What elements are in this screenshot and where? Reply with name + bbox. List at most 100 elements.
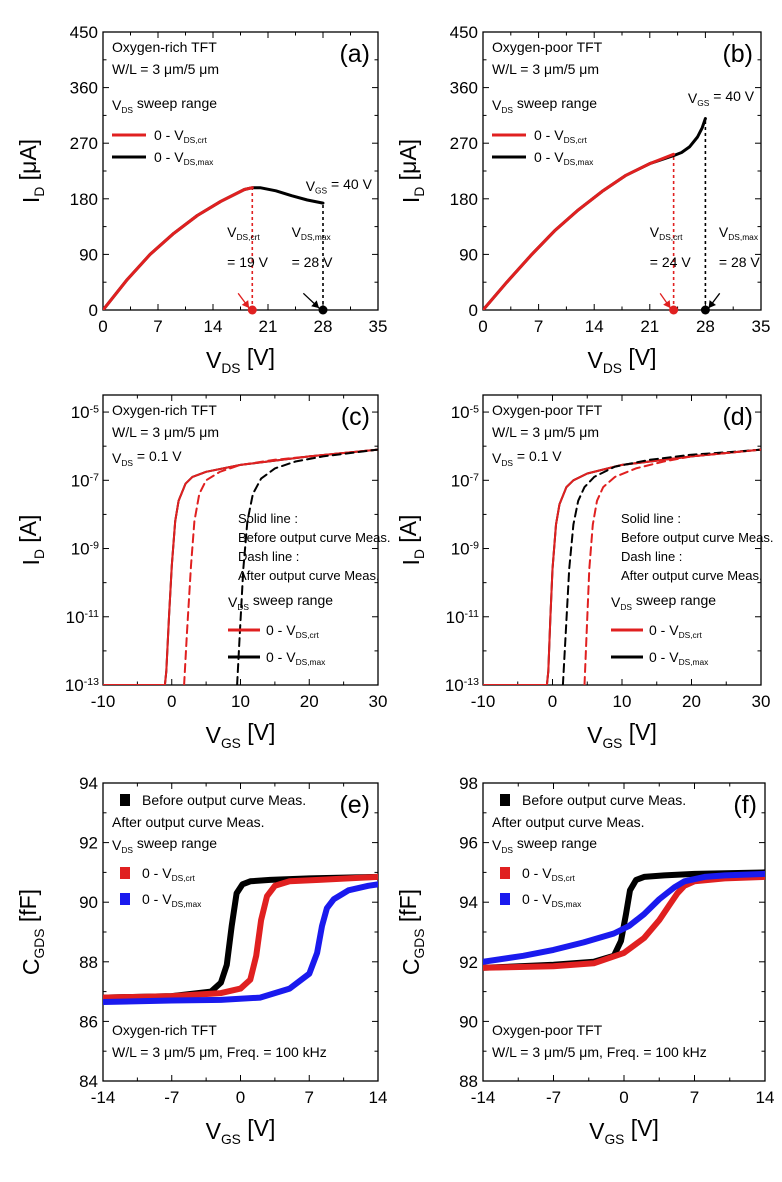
panel-a: 0 7 14 21 28 35 0 90 180 270 360 450 VDS [V] ID [μA] V… [15,23,388,376]
legend-label: 0 - VDS,max [534,149,594,167]
legend-label: 0 - VDS,max [154,149,214,167]
info-text: W/L = 3 μm/5 μm [492,61,599,77]
annotation: = 19 V [227,254,269,270]
x-axis-label: VGS [V] [206,1115,276,1147]
x-tick-label: 28 [696,317,715,336]
info-text: Oxygen-poor TFT [492,402,603,418]
panel-e: -14 -7 0 7 14 84 86 88 90 92 94 VGS [V] CGDS [fF] (e)… [15,774,388,1147]
note-text: After output curve Meas. [621,568,763,583]
annotation: = 28 V [719,254,761,270]
y-tick-label: 10-7 [71,471,99,490]
info-text: Oxygen-rich TFT [112,1022,217,1038]
panel-f: -14 -7 0 7 14 88 90 92 94 96 98 VGS [V] CGDS [fF] (f)… [395,774,775,1147]
x-tick-label: 0 [548,692,557,711]
y-axis-label: ID [μA] [15,139,47,203]
note-text: Solid line : [238,511,298,526]
x-tick-label: 7 [690,1088,699,1107]
note-text: After output curve Meas. [238,568,380,583]
y-tick-label: 92 [459,953,478,972]
x-tick-label: -10 [91,692,116,711]
y-tick-label: 450 [450,23,478,42]
data-marker [318,305,328,315]
y-axis-label: ID [A] [15,515,47,566]
y-tick-label: 180 [70,190,98,209]
legend-label: 0 - VDS,max [649,649,709,667]
data-marker [700,305,710,315]
x-axis-label: VGS [V] [206,719,276,751]
y-tick-label: 450 [70,23,98,42]
panel-label: (c) [341,403,370,431]
y-tick-label: 92 [79,834,98,853]
legend-title: VDS sweep range [492,835,597,855]
y-axis-label: ID [A] [395,515,427,566]
legend-swatch [120,867,130,879]
y-tick-label: 90 [79,893,98,912]
x-axis-label: VDS [V] [587,344,656,376]
annotation: VDS,crt [227,224,260,242]
series-line [236,448,378,685]
note-text: Before output curve Meas. [238,530,390,545]
x-tick-label: 7 [153,317,162,336]
y-tick-label: 270 [450,134,478,153]
series-line [561,448,761,685]
x-tick-label: 35 [752,317,771,336]
panel-label: (f) [733,791,757,819]
legend-label: 0 - VDS,max [266,649,326,667]
annotation: VDS,max [719,224,759,242]
info-text: W/L = 3 μm/5 μm, Freq. = 100 kHz [492,1044,707,1060]
y-tick-label: 96 [459,834,478,853]
x-tick-label: 0 [619,1088,628,1107]
y-tick-label: 84 [79,1072,98,1091]
x-tick-label: 7 [534,317,543,336]
series-line [103,873,378,1001]
x-tick-label: -10 [471,692,496,711]
data-marker [247,305,257,315]
legend-swatch [120,794,130,806]
y-tick-label: 94 [459,893,478,912]
panel-c: -10 0 10 20 30 10-13 10-11 10-9 10-7 10-5 VGS [V] I… [15,394,390,751]
info-text: W/L = 3 μm/5 μm [112,424,219,440]
x-tick-label: -14 [91,1088,116,1107]
legend-title: VDS sweep range [112,835,217,855]
legend-label: 0 - VDS,crt [649,622,703,640]
info-text: VDS = 0.1 V [112,448,182,468]
annotation: VGS = 40 V [306,176,373,196]
x-tick-label: 28 [314,317,333,336]
x-tick-label: 14 [585,317,604,336]
x-tick-label: 30 [752,692,771,711]
annotation: VDS,crt [650,224,683,242]
series-group [103,186,325,310]
info-text: Oxygen-rich TFT [112,39,217,55]
panel-label: (b) [722,40,753,68]
panel-label: (d) [722,403,753,431]
annotation: VDS,max [292,224,332,242]
series-group [483,117,707,310]
arrow-head [241,300,250,309]
series-group [483,448,761,685]
x-tick-label: 35 [369,317,388,336]
series-line [483,448,761,685]
x-tick-label: 20 [300,692,319,711]
info-text: W/L = 3 μm/5 μm [492,424,599,440]
y-tick-label: 270 [70,134,98,153]
legend-label: Before output curve Meas. [522,792,686,808]
panel-label: (e) [339,791,370,819]
arrow-head [663,300,671,309]
annotation: = 28 V [292,254,334,270]
y-tick-label: 360 [450,79,478,98]
y-tick-label: 0 [89,301,98,320]
y-tick-label: 0 [469,301,478,320]
panel-label: (a) [339,40,370,68]
y-tick-label: 10-11 [446,608,480,627]
legend-label: 0 - VDS,crt [522,865,576,883]
x-tick-label: -14 [471,1088,496,1107]
info-text: W/L = 3 μm/5 μm, Freq. = 100 kHz [112,1044,327,1060]
y-tick-label: 88 [459,1072,478,1091]
x-tick-label: 10 [613,692,632,711]
legend-label: 0 - VDS,crt [154,127,208,145]
legend-label: 0 - VDS,crt [534,127,588,145]
panel-d: -10 0 10 20 30 10-13 10-11 10-9 10-7 10-5 VGS [V] I… [395,394,773,751]
series-line [103,881,378,1005]
legend-label: 0 - VDS,crt [142,865,196,883]
